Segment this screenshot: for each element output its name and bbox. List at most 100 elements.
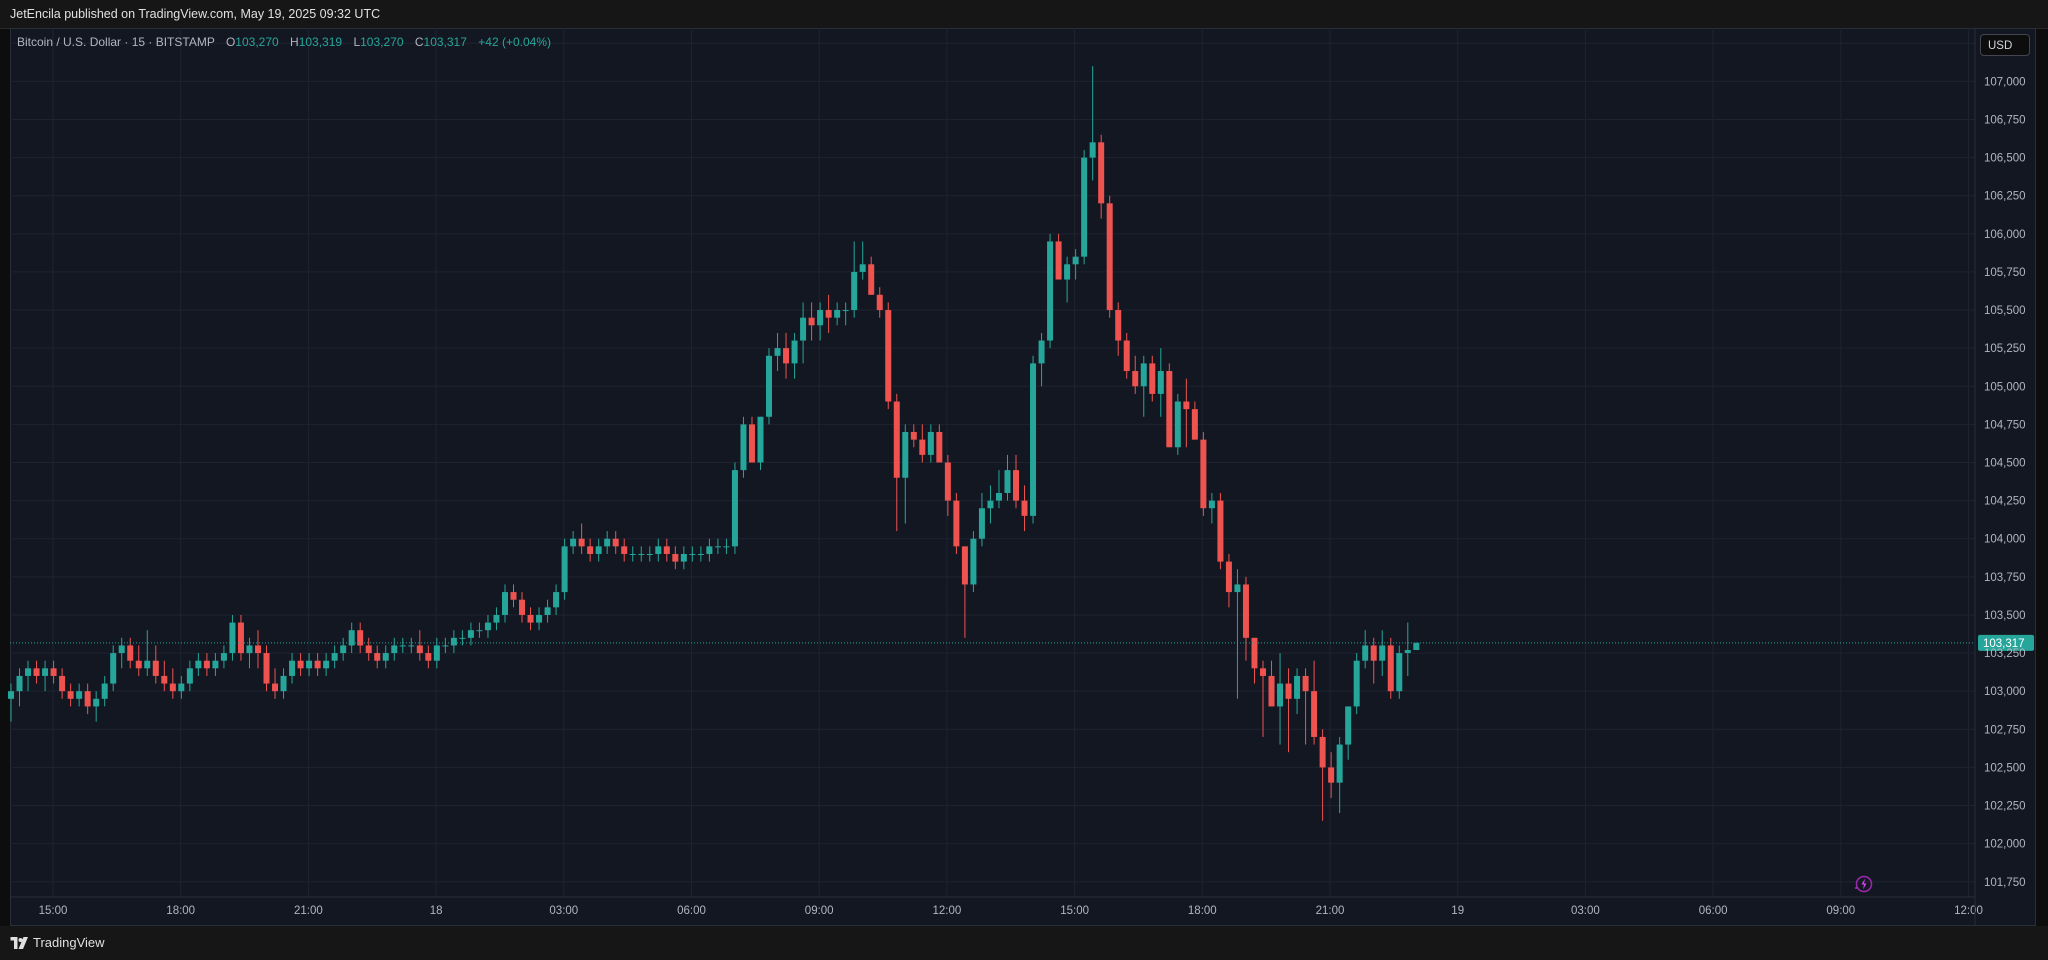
candle bbox=[1234, 569, 1241, 699]
candle bbox=[859, 241, 866, 280]
y-tick-label: 103,500 bbox=[1984, 610, 2026, 622]
candle bbox=[1217, 492, 1224, 570]
candle bbox=[740, 416, 747, 478]
candle bbox=[42, 660, 49, 692]
candle bbox=[1166, 363, 1173, 448]
candle bbox=[67, 683, 74, 707]
y-tick-label: 107,000 bbox=[1984, 76, 2026, 88]
candle-body bbox=[783, 348, 790, 364]
x-tick-label: 09:00 bbox=[805, 905, 834, 917]
candle bbox=[110, 645, 117, 692]
candle bbox=[561, 538, 568, 600]
candle-body bbox=[1089, 142, 1096, 158]
candle-body bbox=[672, 553, 679, 562]
candle-body bbox=[697, 553, 704, 555]
candle-body bbox=[1200, 439, 1207, 509]
candle-body bbox=[1311, 691, 1318, 737]
candle bbox=[1098, 134, 1105, 219]
candle-body bbox=[1370, 645, 1377, 661]
currency-button[interactable]: USD bbox=[1980, 34, 2030, 56]
publisher-info: JetEncila published on TradingView.com, … bbox=[10, 7, 381, 21]
x-tick-label: 12:00 bbox=[1954, 905, 1983, 917]
candle-body bbox=[484, 622, 491, 631]
candle-body bbox=[1191, 409, 1198, 440]
candle bbox=[323, 653, 330, 676]
candle bbox=[340, 637, 347, 661]
footer-bar: TradingView bbox=[0, 926, 2048, 960]
candle bbox=[1004, 454, 1011, 501]
candle bbox=[1353, 653, 1360, 715]
x-tick-label: 06:00 bbox=[1699, 905, 1728, 917]
candle-body bbox=[314, 660, 321, 669]
y-tick-label: 102,750 bbox=[1984, 724, 2026, 736]
candle-body bbox=[570, 538, 577, 547]
candle bbox=[1013, 454, 1020, 509]
candle-body bbox=[885, 310, 892, 402]
candle-body bbox=[893, 401, 900, 478]
lightning-icon[interactable] bbox=[1853, 874, 1873, 894]
candle bbox=[229, 614, 236, 661]
open-value: 103,270 bbox=[235, 35, 279, 49]
candle-body bbox=[144, 660, 151, 669]
candle bbox=[501, 584, 508, 623]
x-tick-label: 15:00 bbox=[39, 905, 68, 917]
candle bbox=[1336, 736, 1343, 814]
candle-body bbox=[1098, 142, 1105, 204]
axes: 101,750 102,000 102,250 102,500 102,750 103,0… bbox=[10, 28, 2026, 925]
candle-body bbox=[936, 432, 943, 463]
x-tick-label: 21:00 bbox=[294, 905, 323, 917]
close-value: 103,317 bbox=[423, 35, 467, 49]
candle-body bbox=[825, 310, 832, 318]
candle-body bbox=[646, 553, 653, 555]
brand[interactable]: TradingView bbox=[10, 935, 105, 950]
candle bbox=[766, 348, 773, 425]
candle-body bbox=[1123, 340, 1130, 372]
candle bbox=[203, 653, 210, 676]
candle-body bbox=[280, 675, 287, 692]
chart-frame[interactable] bbox=[10, 28, 2036, 926]
candle bbox=[817, 302, 824, 341]
candle bbox=[536, 607, 543, 631]
y-tick-label: 106,000 bbox=[1984, 229, 2026, 241]
candle-body bbox=[587, 546, 594, 554]
candle-body bbox=[1183, 401, 1190, 410]
candle bbox=[476, 622, 483, 638]
y-tick-label: 103,750 bbox=[1984, 572, 2026, 584]
candle bbox=[484, 614, 491, 638]
candle-body bbox=[323, 660, 330, 669]
candle-body bbox=[118, 645, 125, 654]
symbol-label[interactable]: Bitcoin / U.S. Dollar · 15 · BITSTAMP bbox=[17, 35, 215, 49]
candle-body bbox=[987, 500, 994, 509]
candle-body bbox=[1302, 675, 1309, 692]
candle-body bbox=[433, 645, 440, 661]
candle bbox=[1225, 553, 1232, 608]
brand-name: TradingView bbox=[33, 935, 105, 950]
candle-body bbox=[953, 500, 960, 547]
x-tick-label: 18:00 bbox=[1188, 905, 1217, 917]
candle bbox=[851, 241, 858, 318]
candle-body bbox=[578, 538, 585, 547]
candle bbox=[33, 660, 40, 684]
low-label: L bbox=[353, 35, 361, 49]
candle bbox=[254, 630, 261, 669]
candle-body bbox=[927, 432, 934, 455]
candle bbox=[178, 675, 185, 699]
candle-body bbox=[604, 538, 611, 547]
candle-body bbox=[536, 614, 543, 623]
x-tick-label: 09:00 bbox=[1826, 905, 1855, 917]
y-tick-label: 102,500 bbox=[1984, 762, 2026, 774]
candle-body bbox=[970, 538, 977, 585]
candle-body bbox=[306, 660, 313, 669]
candle-body bbox=[1038, 340, 1045, 364]
candle bbox=[101, 675, 108, 707]
candle bbox=[442, 637, 449, 654]
candle bbox=[195, 653, 202, 676]
candle bbox=[961, 546, 968, 638]
candle bbox=[527, 607, 534, 631]
candle bbox=[638, 546, 645, 562]
candle bbox=[220, 645, 227, 669]
candle bbox=[416, 630, 423, 661]
candle-body bbox=[212, 660, 219, 669]
candle-body bbox=[859, 264, 866, 272]
